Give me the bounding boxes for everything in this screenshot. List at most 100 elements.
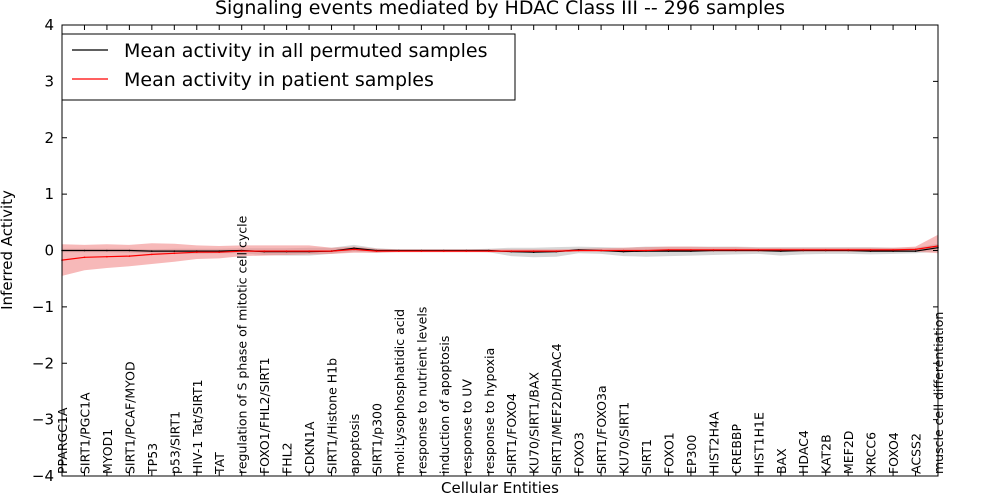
y-tick-label: 3 [44, 72, 54, 90]
x-tick-label: SIRT1/FOXO3a [594, 385, 609, 474]
data-point-patient [353, 248, 355, 251]
x-tick-label: FOXO4 [886, 432, 901, 474]
data-point-patient [151, 253, 153, 256]
data-point-patient [488, 250, 490, 252]
x-tick-label: FHL2 [280, 442, 295, 474]
y-tick-label: −4 [32, 467, 54, 485]
x-tick-label: SIRT1/FOXO4 [504, 393, 519, 474]
data-point-permuted [196, 250, 198, 252]
x-tick-label: SIRT1/MEF2D/HDAC4 [549, 343, 564, 474]
x-tick-label: SIRT1/p300 [370, 403, 385, 474]
data-point-patient [735, 249, 737, 251]
x-tick-label: HIST1H1E [751, 412, 766, 474]
data-point-patient [600, 249, 602, 252]
data-point-permuted [690, 250, 692, 252]
y-tick-label: 4 [44, 16, 54, 34]
x-tick-label: induction of apoptosis [437, 336, 452, 474]
x-tick-label: response to hypoxia [482, 348, 497, 474]
data-point-patient [263, 250, 266, 252]
data-point-permuted [869, 250, 872, 252]
x-tick-label: ACSS2 [909, 433, 924, 474]
data-point-permuted [914, 250, 917, 252]
x-tick-label: EP300 [684, 435, 699, 474]
x-tick-label: response to UV [459, 379, 474, 474]
data-point-patient [420, 250, 423, 252]
data-point-permuted [622, 250, 625, 253]
data-point-patient [847, 249, 849, 251]
data-point-patient [398, 250, 400, 252]
x-tick-label: HIST2H4A [706, 411, 721, 474]
data-point-patient [83, 256, 86, 259]
x-tick-label: PPARGC1A [55, 407, 70, 474]
data-point-patient [465, 250, 468, 252]
x-tick-label: p53/SIRT1 [167, 411, 182, 474]
data-point-patient [330, 250, 333, 252]
data-point-patient [173, 252, 176, 255]
x-tick-label: BAX [774, 448, 789, 474]
data-point-patient [285, 250, 288, 252]
x-tick-label: mol:Lysophosphatidic acid [392, 309, 407, 474]
x-tick-label: TAT [212, 452, 227, 475]
x-tick-label: MEF2D [841, 431, 856, 474]
x-tick-label: SIRT1/PGC1A [78, 392, 93, 474]
data-point-patient [824, 249, 827, 251]
data-point-patient [802, 249, 804, 251]
data-point-patient [780, 249, 782, 251]
data-point-permuted [218, 250, 220, 252]
data-point-patient [510, 250, 512, 252]
data-point-patient [577, 249, 580, 252]
data-point-patient [555, 250, 557, 252]
data-point-patient [375, 250, 378, 252]
data-point-patient [667, 249, 670, 251]
x-tick-label: KU70/SIRT1/BAX [527, 372, 542, 474]
x-tick-label: FOXO1/FHL2/SIRT1 [257, 357, 272, 474]
x-tick-label: SIRT1/Histone H1b [325, 358, 340, 474]
x-tick-label: CDKN1A [302, 421, 317, 474]
chart-title: Signaling events mediated by HDAC Class … [215, 0, 785, 19]
x-tick-label: regulation of S phase of mitotic cell cy… [235, 215, 250, 474]
data-point-patient [645, 249, 647, 252]
y-axis-label: Inferred Activity [0, 190, 16, 310]
legend-box [61, 33, 516, 101]
confidence-bands [62, 234, 938, 276]
x-tick-label: XRCC6 [864, 432, 879, 474]
data-point-patient [128, 255, 131, 257]
x-tick-label: SIRT1 [639, 439, 654, 474]
legend: Mean activity in all permuted samples Me… [61, 33, 516, 101]
data-point-permuted [532, 251, 535, 253]
y-tick-label: 0 [44, 242, 54, 260]
x-tick-label: muscle cell differentiation [931, 312, 946, 474]
data-point-permuted [151, 250, 153, 252]
x-tick-label: HDAC4 [796, 430, 811, 474]
x-tick-label: SIRT1/PCAF/MYOD [122, 361, 137, 474]
data-point-permuted [353, 247, 355, 249]
data-point-permuted [128, 249, 131, 252]
data-point-permuted [106, 249, 108, 252]
y-tick-label: −1 [32, 298, 54, 316]
data-point-permuted [667, 250, 670, 252]
x-tick-label: TP53 [145, 443, 160, 475]
band-patient [62, 234, 938, 276]
x-tick-label: response to nutrient levels [414, 307, 429, 474]
data-point-patient [622, 249, 625, 252]
data-point-patient [308, 250, 310, 252]
series-lines [61, 245, 939, 261]
y-axis: −4 −3 −2 −1 0 1 2 3 4 [32, 16, 938, 485]
data-point-patient [712, 249, 715, 251]
y-tick-label: 1 [44, 185, 54, 203]
y-tick-label: −3 [32, 411, 54, 429]
x-tick-label: MYOD1 [100, 429, 115, 474]
x-tick-label: CREBBP [729, 423, 744, 473]
data-point-patient [757, 249, 760, 251]
x-axis-label: Cellular Entities [441, 479, 559, 497]
data-point-patient [196, 251, 198, 253]
data-point-permuted [83, 249, 86, 252]
x-tick-label: KAT2B [819, 434, 834, 474]
x-tick-label: FOXO3 [572, 432, 587, 474]
legend-label-permuted: Mean activity in all permuted samples [124, 40, 487, 62]
data-point-patient [690, 249, 692, 251]
legend-label-patient: Mean activity in patient samples [124, 69, 434, 91]
y-tick-label: −2 [32, 354, 54, 372]
data-point-permuted [173, 250, 176, 252]
